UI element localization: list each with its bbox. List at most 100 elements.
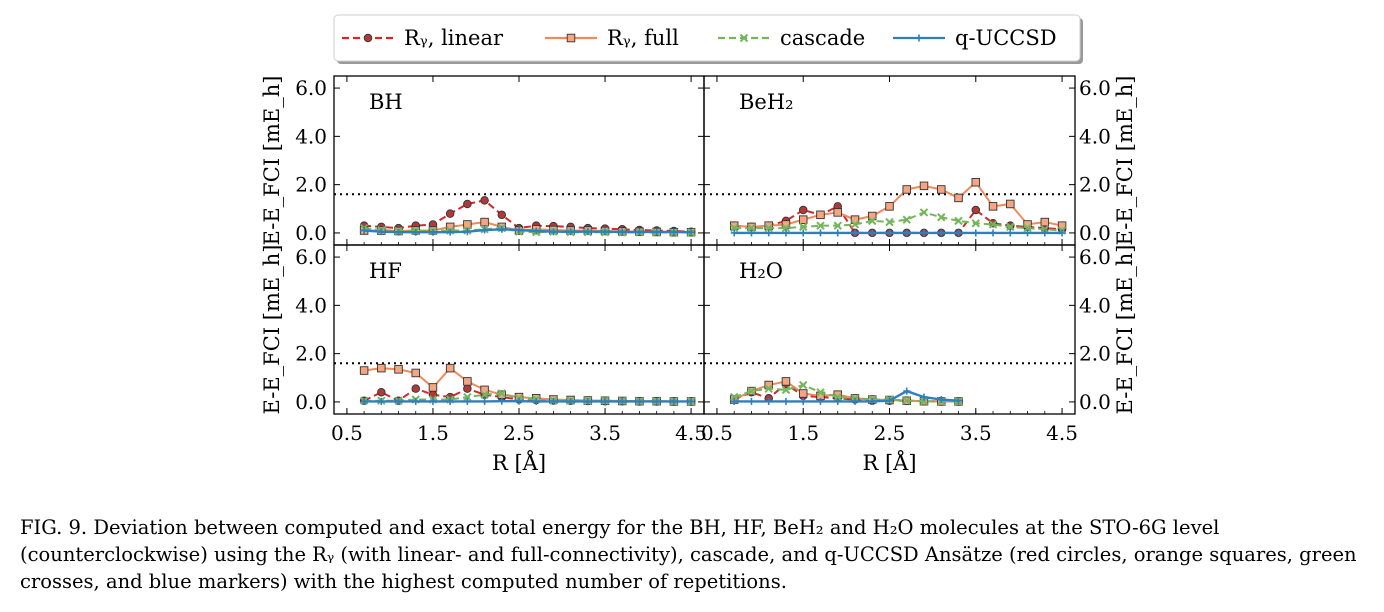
ytick-label-hf: 4.0 xyxy=(295,293,327,317)
data-point-cascade-beh2 xyxy=(781,223,791,233)
ytick-label-h2o: 2.0 xyxy=(1079,342,1111,366)
ytick-label-beh2: 2.0 xyxy=(1079,173,1111,197)
data-point-cascade-beh2 xyxy=(833,221,842,230)
xtick-label-hf: 2.5 xyxy=(503,421,535,445)
data-point-cascade-h2o xyxy=(799,380,808,390)
data-point-cascade-beh2 xyxy=(988,220,998,229)
data-point-cascade-beh2 xyxy=(816,221,825,230)
data-point-ry_linear-bh xyxy=(445,209,455,218)
data-point-q_uccsd-h2o xyxy=(868,397,876,405)
data-point-q_uccsd-bh xyxy=(429,228,437,236)
data-point-q_uccsd-bh xyxy=(584,228,592,236)
x-axis-label-hf: R [Å] xyxy=(492,450,546,475)
data-point-ry_full-beh2 xyxy=(971,177,981,187)
data-point-cascade-hf xyxy=(463,392,472,402)
xtick-label-h2o: 2.5 xyxy=(874,421,906,445)
series-cascade-beh2 xyxy=(729,208,1067,235)
data-point-ry_full-beh2 xyxy=(937,185,946,194)
data-point-q_uccsd-beh2 xyxy=(1006,229,1014,237)
data-point-ry_full-beh2 xyxy=(833,208,842,217)
data-point-q_uccsd-beh2 xyxy=(903,229,911,237)
data-point-ry_linear-hf xyxy=(411,384,420,393)
legend-marker-q_uccsd xyxy=(915,34,923,42)
data-point-ry_full-beh2 xyxy=(1006,199,1015,209)
xtick-label-h2o: 0.5 xyxy=(701,421,733,445)
data-point-q_uccsd-beh2 xyxy=(816,229,824,237)
data-point-q_uccsd-beh2 xyxy=(972,229,980,237)
data-point-ry_linear-hf xyxy=(377,388,386,397)
data-point-q_uccsd-bh xyxy=(635,228,643,236)
data-point-ry_linear-beh2 xyxy=(798,205,808,215)
xtick-label-h2o: 1.5 xyxy=(787,421,819,445)
ytick-label-h2o: 4.0 xyxy=(1079,293,1111,317)
data-point-q_uccsd-hf xyxy=(395,397,403,405)
data-point-q_uccsd-hf xyxy=(377,397,385,405)
data-point-q_uccsd-bh xyxy=(395,228,403,236)
figure-caption: FIG. 9. Deviation between computed and e… xyxy=(20,516,1357,593)
legend-marker-ry_linear xyxy=(363,33,373,43)
data-point-q_uccsd-hf xyxy=(360,397,368,405)
data-point-q_uccsd-bh xyxy=(670,228,678,236)
legend-label-q_uccsd: q-UCCSD xyxy=(955,26,1057,50)
data-point-q_uccsd-hf xyxy=(653,397,661,405)
data-point-cascade-beh2 xyxy=(868,216,877,226)
legend-label-cascade: cascade xyxy=(780,26,865,50)
xtick-label-h2o: 3.5 xyxy=(960,421,992,445)
data-point-cascade-beh2 xyxy=(764,223,773,233)
data-point-q_uccsd-bh xyxy=(360,227,368,235)
ytick-label-h2o: 6.0 xyxy=(1079,245,1111,269)
data-point-ry_full-hf xyxy=(428,383,438,392)
data-point-q_uccsd-bh xyxy=(687,228,695,236)
xtick-label-h2o: 4.5 xyxy=(1046,421,1078,445)
x-axis-label-h2o: R [Å] xyxy=(862,450,916,475)
data-point-cascade-h2o xyxy=(729,392,739,402)
data-point-cascade-beh2 xyxy=(885,217,894,227)
y-axis-label-bh: E-E_FCI [mE_h] xyxy=(260,76,284,246)
data-point-cascade-h2o xyxy=(747,386,756,396)
xtick-label-hf: 0.5 xyxy=(331,421,363,445)
data-point-q_uccsd-hf xyxy=(446,397,454,405)
data-point-q_uccsd-hf xyxy=(532,397,540,405)
data-point-ry_linear-bh xyxy=(497,210,507,220)
data-point-cascade-beh2 xyxy=(954,216,963,226)
data-point-q_uccsd-h2o xyxy=(834,397,842,405)
data-point-ry_full-beh2 xyxy=(954,193,963,203)
data-point-q_uccsd-beh2 xyxy=(868,229,876,237)
data-point-cascade-h2o xyxy=(919,396,929,406)
data-point-ry_full-beh2 xyxy=(798,215,808,224)
panel-title-bh: BH xyxy=(369,90,403,114)
data-point-cascade-beh2 xyxy=(971,219,980,228)
data-point-q_uccsd-h2o xyxy=(851,397,859,405)
data-point-q_uccsd-beh2 xyxy=(955,229,963,237)
data-point-q_uccsd-beh2 xyxy=(937,229,945,237)
data-point-cascade-h2o xyxy=(781,385,791,395)
data-point-q_uccsd-bh xyxy=(618,228,626,236)
data-point-q_uccsd-beh2 xyxy=(747,229,755,237)
data-point-q_uccsd-h2o xyxy=(816,397,824,405)
data-point-cascade-beh2 xyxy=(919,208,929,217)
data-point-q_uccsd-bh xyxy=(481,226,489,234)
data-point-cascade-hf xyxy=(497,389,506,398)
data-point-ry_linear-bh xyxy=(480,196,489,205)
data-point-ry_full-beh2 xyxy=(1040,217,1050,227)
data-point-ry_linear-beh2 xyxy=(971,205,981,215)
ytick-label-beh2: 4.0 xyxy=(1079,124,1111,148)
data-point-q_uccsd-h2o xyxy=(782,397,790,405)
data-point-ry_linear-hf xyxy=(463,384,472,393)
data-point-q_uccsd-h2o xyxy=(799,397,807,405)
data-point-q_uccsd-hf xyxy=(515,397,523,405)
data-point-q_uccsd-h2o xyxy=(747,397,755,405)
data-point-ry_full-hf xyxy=(445,363,455,373)
data-point-q_uccsd-h2o xyxy=(903,387,911,395)
xtick-label-hf: 1.5 xyxy=(417,421,449,445)
ytick-label-bh: 0.0 xyxy=(295,221,327,245)
data-point-ry_full-hf xyxy=(377,363,386,373)
data-point-q_uccsd-hf xyxy=(549,397,557,405)
y-axis-label-h2o: E-E_FCI [mE_h] xyxy=(1113,245,1137,415)
data-point-ry_full-beh2 xyxy=(816,210,825,220)
data-point-q_uccsd-h2o xyxy=(937,396,945,404)
ytick-label-hf: 0.0 xyxy=(295,390,327,414)
data-point-cascade-beh2 xyxy=(799,222,808,232)
data-point-ry_full-hf xyxy=(411,368,420,378)
